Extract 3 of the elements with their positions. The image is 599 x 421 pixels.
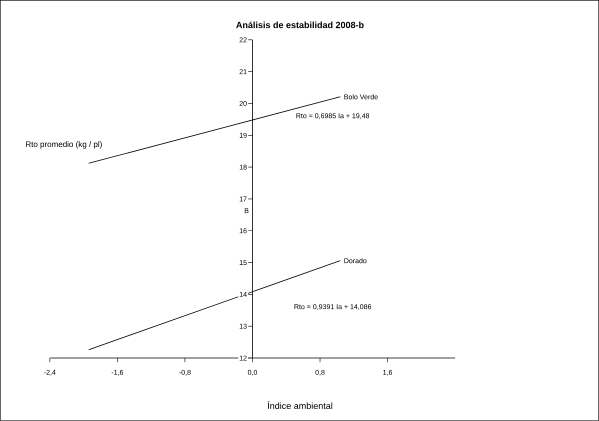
chart-title: Análisis de estabilidad 2008-b xyxy=(236,22,364,28)
x-axis-title: Índice ambiental xyxy=(268,401,332,410)
y-axis-title: Rto promedio (kg / pl) xyxy=(26,141,102,149)
